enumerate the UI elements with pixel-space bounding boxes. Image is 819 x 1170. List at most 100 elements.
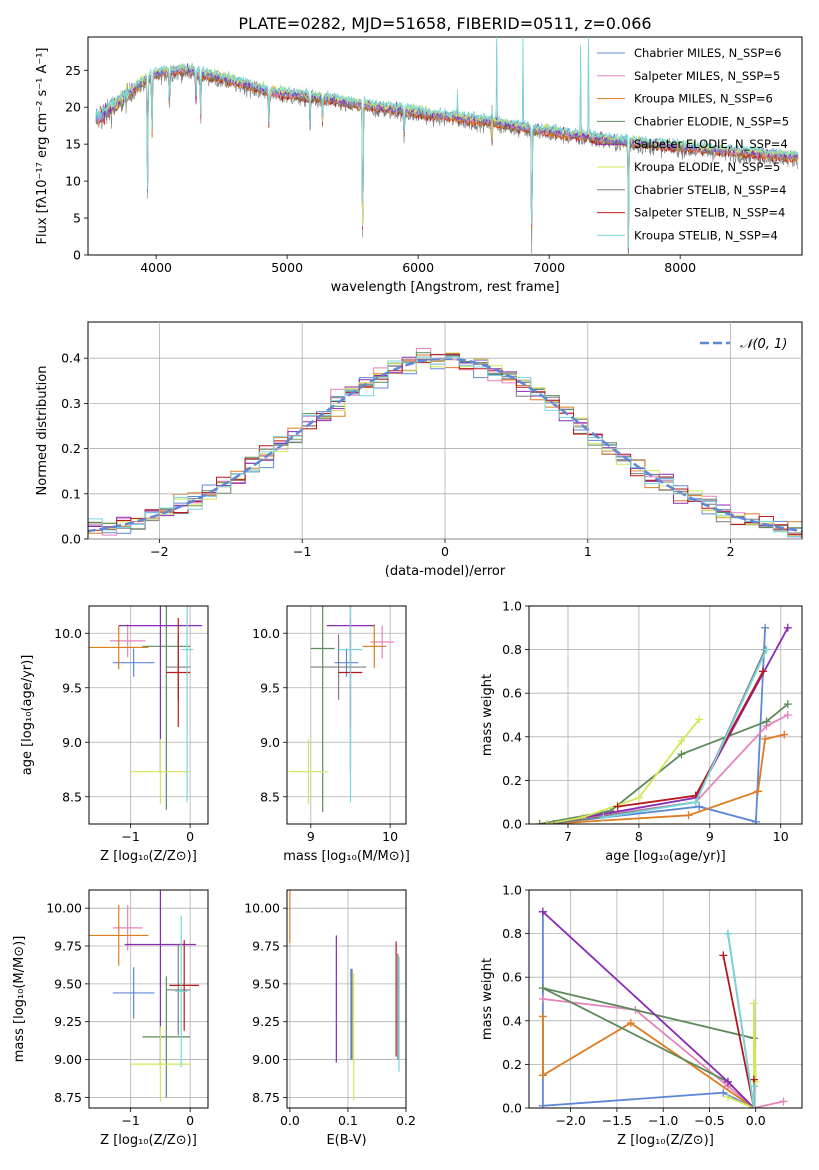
weight-marker-chabrier-stelib [549,820,558,824]
weight-marker-kroupa-elodie [695,715,704,724]
y-tick-label: 8.5 [260,789,280,804]
legend-label: Kroupa MILES, N_SSP=6 [634,92,773,106]
plot-area [95,37,799,255]
weight-line-salpeter-stelib [617,670,764,808]
weight-marker-kroupa-miles [684,811,693,820]
weight-line-kroupa-stelib [603,649,768,819]
spectrum-line-kroupa-stelib [95,37,799,249]
y-tick-label: 9.5 [260,680,280,695]
x-tick-label: −2 [150,544,168,559]
spectrum-legend: Chabrier MILES, N_SSP=6 Salpeter MILES, N… [597,46,789,242]
weight-line-kroupa-stelib [727,933,755,1108]
x-tick-label: 6000 [402,260,434,275]
x-axis-label: Z [log₁₀(Z/Z⊙)] [617,1133,714,1148]
weight-marker-salpeter-miles [779,1097,788,1106]
x-axis-label: wavelength [Angstrom, rest frame] [331,280,560,295]
weight-marker-chabrier-elodie [538,984,547,993]
x-axis-label: age [log₁₀(age/yr)] [605,849,726,864]
weight-line-chabrier-miles [546,627,766,824]
plot-area [288,606,395,813]
residuals-axes: −2 −1 0 1 2 0.0 0.1 0.2 0.3 0.4 (data-model)/error… [35,322,802,579]
y-tick-label: 8.75 [252,1090,280,1105]
y-tick-label: 8.5 [62,789,82,804]
weight-marker-chabrier-miles [751,817,760,824]
y-tick-label: 9.75 [54,939,82,954]
y-tick-label: 0.6 [502,686,522,701]
y-tick-label: 9.50 [252,976,280,991]
age-vs-mass-panel: 9 10 8.5 9.0 9.5 10.0 mass [log₁₀(M/M⊙)] [252,605,410,864]
y-axis-label: mass weight [480,674,495,756]
y-tick-label: 15 [65,137,81,152]
frame [286,889,407,1109]
grid [529,889,802,1109]
weight-marker-kroupa-elodie [634,793,643,802]
weight-vs-z-panel: −2.0 −1.5 −1.0 −0.5 0.0 0.0 0.2 0.4 0.6 0.8 1.0 Z [… [480,883,803,1148]
y-tick-label: 0.0 [61,532,81,547]
plot-area [289,890,400,1101]
weight-line-kroupa-miles [542,1016,755,1108]
x-tick-label: 1 [584,544,592,559]
x-tick-label: −1.0 [648,1113,678,1128]
weight-marker-kroupa-stelib [762,645,771,654]
y-tick-label: 5 [73,211,81,226]
y-tick-label: 0.1 [61,486,81,501]
grid [88,322,802,540]
weight-line-salpeter-elodie [546,627,789,824]
y-tick-label: 20 [65,100,81,115]
x-tick-label: 0.1 [338,1113,358,1128]
weight-marker-salpeter-elodie [783,623,792,632]
x-axis-label: Z [log₁₀(Z/Z⊙)] [100,849,197,864]
grid [287,890,407,1108]
x-tick-label: −0.5 [694,1113,724,1128]
y-tick-label: 10.00 [46,901,82,916]
weight-marker-salpeter-stelib [719,951,728,960]
x-tick-label: 0.0 [746,1113,766,1128]
weight-marker-salpeter-elodie [538,907,547,916]
weight-marker-kroupa-miles [754,787,763,796]
y-tick-label: 0.2 [502,773,522,788]
x-axis-label: mass [log₁₀(M/M⊙)] [283,849,410,864]
y-tick-label: 10 [65,174,81,189]
weight-marker-chabrier-miles [719,1088,728,1097]
y-axis-label: Flux [fλ10⁻¹⁷ erg cm⁻² s⁻¹ A⁻¹] [35,48,50,245]
weight-marker-kroupa-miles [761,734,770,743]
plot-area [535,623,792,824]
x-tick-label: 0.2 [396,1113,416,1128]
x-tick-label: −1 [121,829,139,844]
x-tick-label: 10 [382,829,398,844]
weight-marker-salpeter-stelib [759,667,767,676]
x-tick-label: −2.0 [555,1113,585,1128]
weight-line-kroupa-elodie [727,1003,757,1108]
y-axis-label: Normed distribution [35,366,50,496]
y-axis-label: mass [log₁₀(M/M⊙)] [12,936,27,1063]
frame [286,605,407,825]
weight-marker-chabrier-miles [761,623,770,632]
y-tick-label: 0.0 [502,1101,522,1116]
y-tick-label: 0.4 [502,1013,522,1028]
age-vs-z-panel: −1 0 8.5 9.0 9.5 10.0 Z [log₁₀(Z/Z⊙)] age [log₁… [20,605,209,864]
x-tick-label: 0.0 [280,1113,300,1128]
y-tick-label: 9.50 [54,976,82,991]
x-tick-label: 9 [706,829,714,844]
frame [88,889,209,1109]
weight-marker-salpeter-miles [538,995,547,1003]
x-tick-label: 8 [635,829,643,844]
weight-marker-chabrier-elodie [762,717,771,726]
x-tick-label: 7 [564,829,572,844]
legend-label: Kroupa STELIB, N_SSP=4 [634,228,778,242]
weight-marker-kroupa-miles [626,1018,635,1027]
grid [287,606,406,824]
y-tick-label: 0.2 [61,441,81,456]
legend-label: Salpeter MILES, N_SSP=5 [634,69,780,83]
grid [89,890,208,1108]
y-tick-label: 10.0 [252,626,280,641]
x-axis-label: E(B-V) [326,1133,366,1148]
frame [88,605,209,825]
y-tick-label: 9.75 [252,939,280,954]
weight-marker-chabrier-miles [695,802,704,811]
y-tick-label: 1.0 [502,883,522,898]
weight-marker-kroupa-miles [538,1071,547,1080]
residuals-legend: 𝒩(0, 1) [700,337,787,352]
plot-area [89,606,203,810]
